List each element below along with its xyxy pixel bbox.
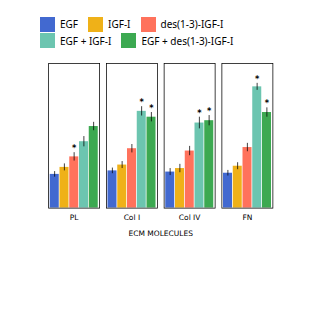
html-text:EGF + IGF-I: EGF + IGF-I [60,33,112,48]
svg-text:Col IV: Col IV [179,213,202,222]
svg-text:*: * [139,97,144,107]
svg-text:PL: PL [70,213,80,222]
svg-text:*: * [72,143,77,153]
html-text:IGF-I: IGF-I [108,17,131,32]
html-text:EGF + des(1-3)-IGF-I: EGF + des(1-3)-IGF-I [141,33,234,48]
svg-text:*: * [255,74,260,84]
svg-text:Col I: Col I [124,213,141,222]
svg-text:ECM MOLECULES: ECM MOLECULES [128,229,193,238]
html-text:EGF: EGF [60,17,78,32]
svg-text:FN: FN [242,213,252,222]
svg-text:*: * [265,98,270,108]
svg-text:*: * [149,103,154,113]
svg-text:*: * [197,108,202,118]
html-text:des(1-3)-IGF-I: des(1-3)-IGF-I [160,17,224,32]
svg-text:*: * [207,106,212,116]
